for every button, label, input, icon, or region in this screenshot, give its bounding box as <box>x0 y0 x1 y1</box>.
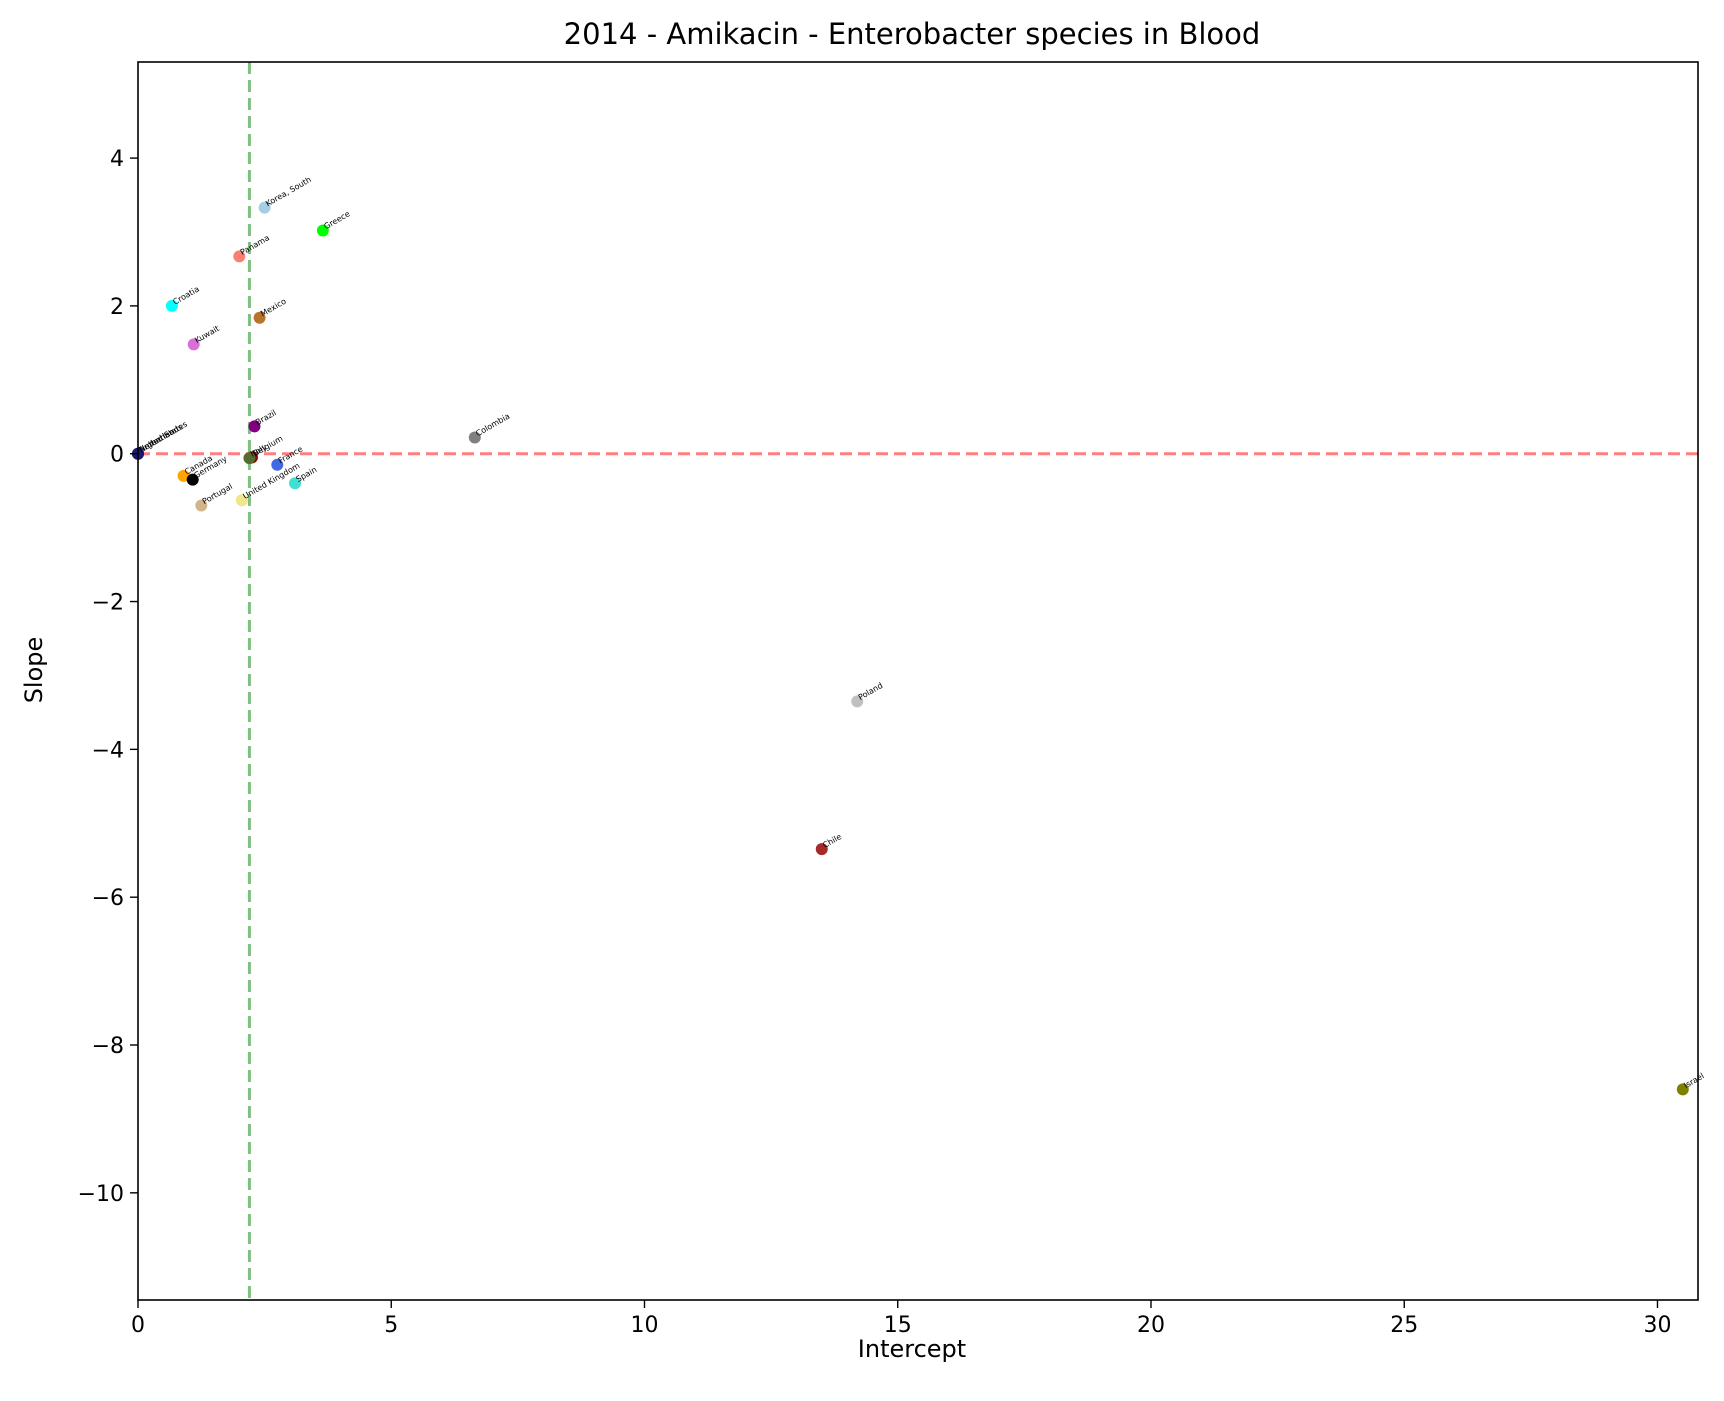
y-axis-label: Slope <box>20 637 48 704</box>
data-point <box>815 843 828 856</box>
data-point <box>316 224 329 237</box>
data-point <box>233 250 246 263</box>
data-point <box>177 469 190 482</box>
x-tick-label: 15 <box>884 1313 912 1338</box>
y-tick-label: 2 <box>110 295 124 320</box>
data-point <box>271 458 284 471</box>
x-tick-label: 5 <box>384 1313 398 1338</box>
data-point <box>235 494 248 507</box>
x-tick-label: 20 <box>1137 1313 1165 1338</box>
data-point <box>187 338 200 351</box>
data-point <box>258 201 271 214</box>
data-point <box>243 452 256 465</box>
x-axis-label: Intercept <box>858 1335 966 1363</box>
y-tick-label: −4 <box>92 738 124 763</box>
y-tick-label: −2 <box>92 591 124 616</box>
y-tick-label: 4 <box>110 147 124 172</box>
axes-frame <box>137 61 1699 1301</box>
data-point <box>1676 1083 1689 1096</box>
data-point <box>289 477 302 490</box>
data-point <box>195 499 208 512</box>
x-tick-label: 0 <box>131 1313 145 1338</box>
data-point <box>248 420 261 433</box>
x-tick-label: 10 <box>630 1313 658 1338</box>
y-tick-label: −6 <box>92 886 124 911</box>
x-tick-label: 30 <box>1643 1313 1671 1338</box>
y-tick-label: −10 <box>78 1182 124 1207</box>
data-point <box>253 311 266 324</box>
x-tick-label: 25 <box>1390 1313 1418 1338</box>
data-point <box>468 431 481 444</box>
chart-title: 2014 - Amikacin - Enterobacter species i… <box>564 17 1261 51</box>
y-tick-label: 0 <box>110 443 124 468</box>
data-point <box>851 695 864 708</box>
data-point <box>165 299 178 312</box>
data-point <box>186 473 199 486</box>
y-tick-label: −8 <box>92 1034 124 1059</box>
